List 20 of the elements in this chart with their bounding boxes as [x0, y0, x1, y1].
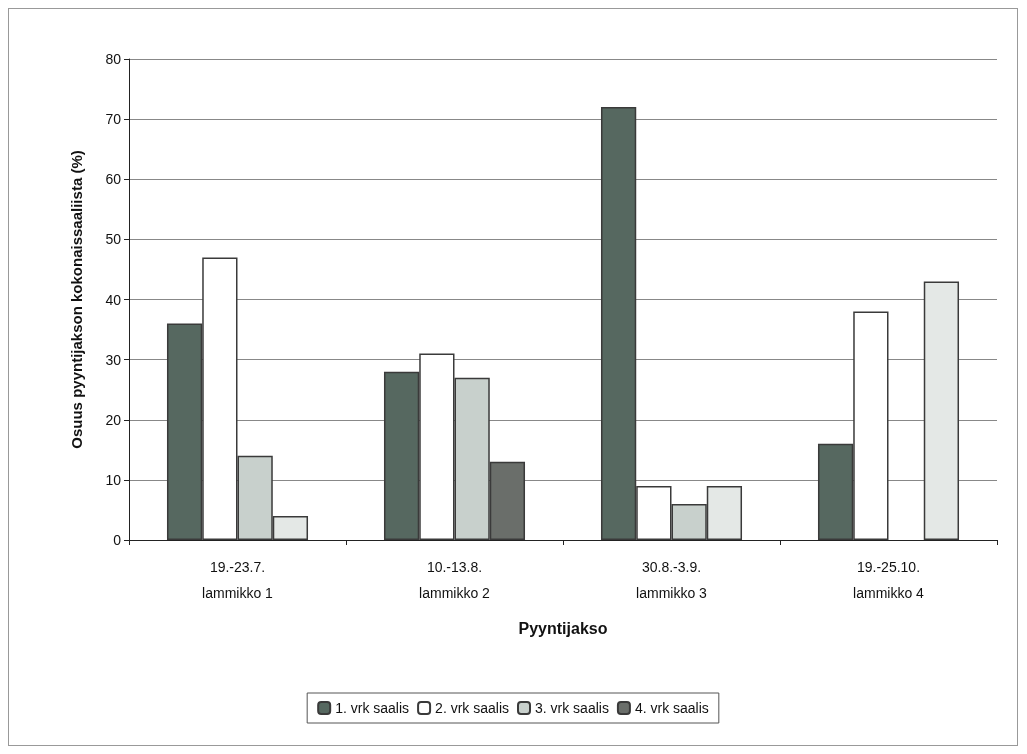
- y-tick-label: 40: [105, 291, 122, 308]
- legend-label: 3. vrk saalis: [535, 700, 609, 716]
- x-tick-label: 19.-25.10. lammikko 4: [853, 559, 925, 601]
- x-tick-label: 10.-13.8. lammikko 2: [419, 559, 491, 601]
- legend-label: 2. vrk saalis: [435, 700, 510, 716]
- x-tick-label: 30.8.-3.9. lammikko 3: [636, 559, 708, 601]
- y-axis-title: Osuus pyyntijakson kokonaissaaliista (%): [68, 150, 85, 449]
- y-tick-label: 10: [105, 471, 122, 488]
- y-tick-label: 60: [105, 171, 122, 188]
- y-tick-label: 70: [105, 111, 122, 128]
- x-axis-title: Pyyntijakso: [518, 619, 608, 637]
- y-tick-label: 80: [105, 51, 122, 67]
- y-tick-label: 50: [105, 231, 122, 248]
- legend-label: 1. vrk saalis: [335, 700, 410, 716]
- y-tick-label: 20: [105, 411, 122, 428]
- bar: [923, 281, 960, 540]
- y-tick-label: 0: [113, 532, 122, 548]
- legend-label: 4. vrk saalis: [634, 700, 709, 716]
- y-tick-label: 30: [105, 351, 122, 368]
- x-tick-label: 19.-23.7. lammikko 1: [202, 559, 274, 601]
